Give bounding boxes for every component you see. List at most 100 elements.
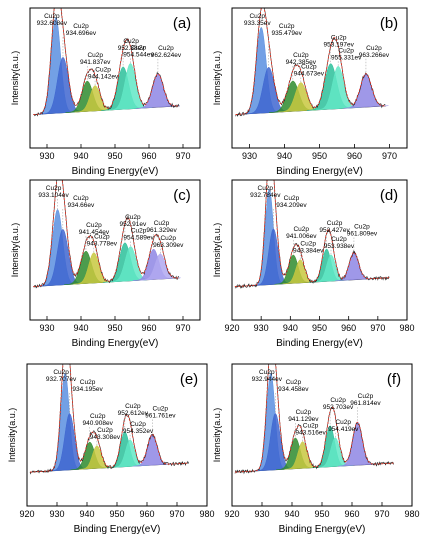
- panel-label: (b): [380, 15, 398, 32]
- x-tick-label: 920: [19, 509, 34, 519]
- peak-value: 942.385ev: [286, 59, 317, 66]
- x-tick-label: 980: [399, 323, 414, 333]
- x-tick-label: 930: [242, 151, 257, 161]
- x-tick-label: 970: [175, 323, 190, 333]
- panel-d: 920 930 940 950 960 970 980 Binding Energy(eV) I…: [212, 179, 415, 349]
- peak-value: 934.458ev: [278, 386, 309, 393]
- peak-value: 941.006ev: [286, 233, 317, 240]
- raw-spectrum: [29, 364, 189, 475]
- peak-element: Cu2p: [86, 222, 102, 229]
- peak-element: Cu2p: [154, 220, 170, 227]
- x-axis-label: Binding Energy(eV): [279, 524, 366, 535]
- x-tick-label: 950: [312, 151, 327, 161]
- y-axis-label: Intensity(a.u.): [10, 223, 20, 278]
- plot-area: [234, 364, 395, 475]
- x-tick-label: 950: [109, 509, 124, 519]
- x-tick-label: 960: [341, 323, 356, 333]
- peak-element: Cu2p: [293, 52, 309, 59]
- y-axis-label: Intensity(a.u.): [10, 51, 20, 106]
- peak-value: 954.544ev: [123, 51, 154, 58]
- x-tick-label: 980: [199, 509, 214, 519]
- x-tick-label: 930: [39, 323, 54, 333]
- x-tick-label: 960: [344, 509, 359, 519]
- peak-value: 953.197ev: [324, 42, 355, 49]
- x-axis-label: Binding Energy(eV): [276, 166, 363, 177]
- plot-area: [235, 8, 389, 117]
- peak-element: Cu2p: [90, 413, 106, 420]
- peak-value: 961.329ev: [146, 227, 177, 234]
- peak-value: 934.66ev: [67, 202, 94, 209]
- y-axis-label: Intensity(a.u.): [212, 51, 222, 106]
- peak-value: 935.479ev: [271, 30, 302, 37]
- x-tick-label: 960: [141, 151, 156, 161]
- peak-value: 961.814ev: [350, 400, 381, 407]
- x-tick-label: 930: [254, 509, 269, 519]
- x-tick-label: 960: [139, 509, 154, 519]
- peak-element: Cu2p: [354, 223, 370, 230]
- panel-label: (f): [387, 371, 401, 388]
- plot-area: [33, 180, 181, 289]
- x-axis-label: Binding Energy(eV): [74, 524, 161, 535]
- peak-element: Cu2p: [80, 379, 96, 386]
- panel-c: 930 940 950 960 970 Binding Energy(eV) Intensi…: [10, 179, 201, 349]
- x-tick-label: 920: [224, 323, 239, 333]
- peak-value: 944.673ev: [294, 71, 325, 78]
- peak-element: Cu2p: [131, 227, 147, 234]
- peak-element: Cu2p: [73, 23, 89, 30]
- peak-fill: [139, 253, 181, 281]
- peak-element: Cu2p: [131, 44, 147, 51]
- peak-value: 934.195ev: [72, 386, 103, 393]
- peak-element: Cu2p: [153, 405, 169, 412]
- x-tick-label: 940: [79, 509, 94, 519]
- peak-value: 952.38ev: [118, 45, 145, 52]
- peak-element: Cu2p: [158, 45, 174, 52]
- panel-a: 930 940 950 960 970 Binding Energy(eV) Intensi…: [10, 7, 201, 177]
- peak-value: 940.908ev: [83, 420, 114, 427]
- peak-value: 941.454ev: [79, 229, 110, 236]
- peak-value: 943.308ev: [90, 434, 121, 441]
- peak-value: 961.761ev: [145, 412, 176, 419]
- peak-value: 952.91ev: [120, 221, 147, 228]
- x-tick-label: 930: [254, 323, 269, 333]
- y-axis-label: Intensity(a.u.): [212, 223, 222, 278]
- peak-element: Cu2p: [331, 236, 347, 243]
- peak-value: 932.707ev: [46, 376, 77, 383]
- x-tick-label: 950: [107, 323, 122, 333]
- peak-value: 943.384ev: [293, 248, 324, 255]
- peak-value: 943.778ev: [87, 241, 118, 248]
- x-tick-label: 970: [370, 323, 385, 333]
- peak-value: 955.331ev: [331, 54, 362, 61]
- peak-value: 952.427ev: [319, 227, 350, 234]
- x-tick-label: 970: [169, 509, 184, 519]
- peak-value: 941.129ev: [288, 416, 319, 423]
- fit-envelope: [234, 180, 389, 288]
- peak-value: 932.608ev: [37, 20, 68, 27]
- peak-value: 961.809ev: [347, 230, 378, 237]
- peak-element: Cu2p: [327, 220, 343, 227]
- peak-element: Cu2p: [303, 423, 319, 430]
- peak-value: 943.516ev: [295, 430, 326, 437]
- peak-element: Cu2p: [259, 369, 275, 376]
